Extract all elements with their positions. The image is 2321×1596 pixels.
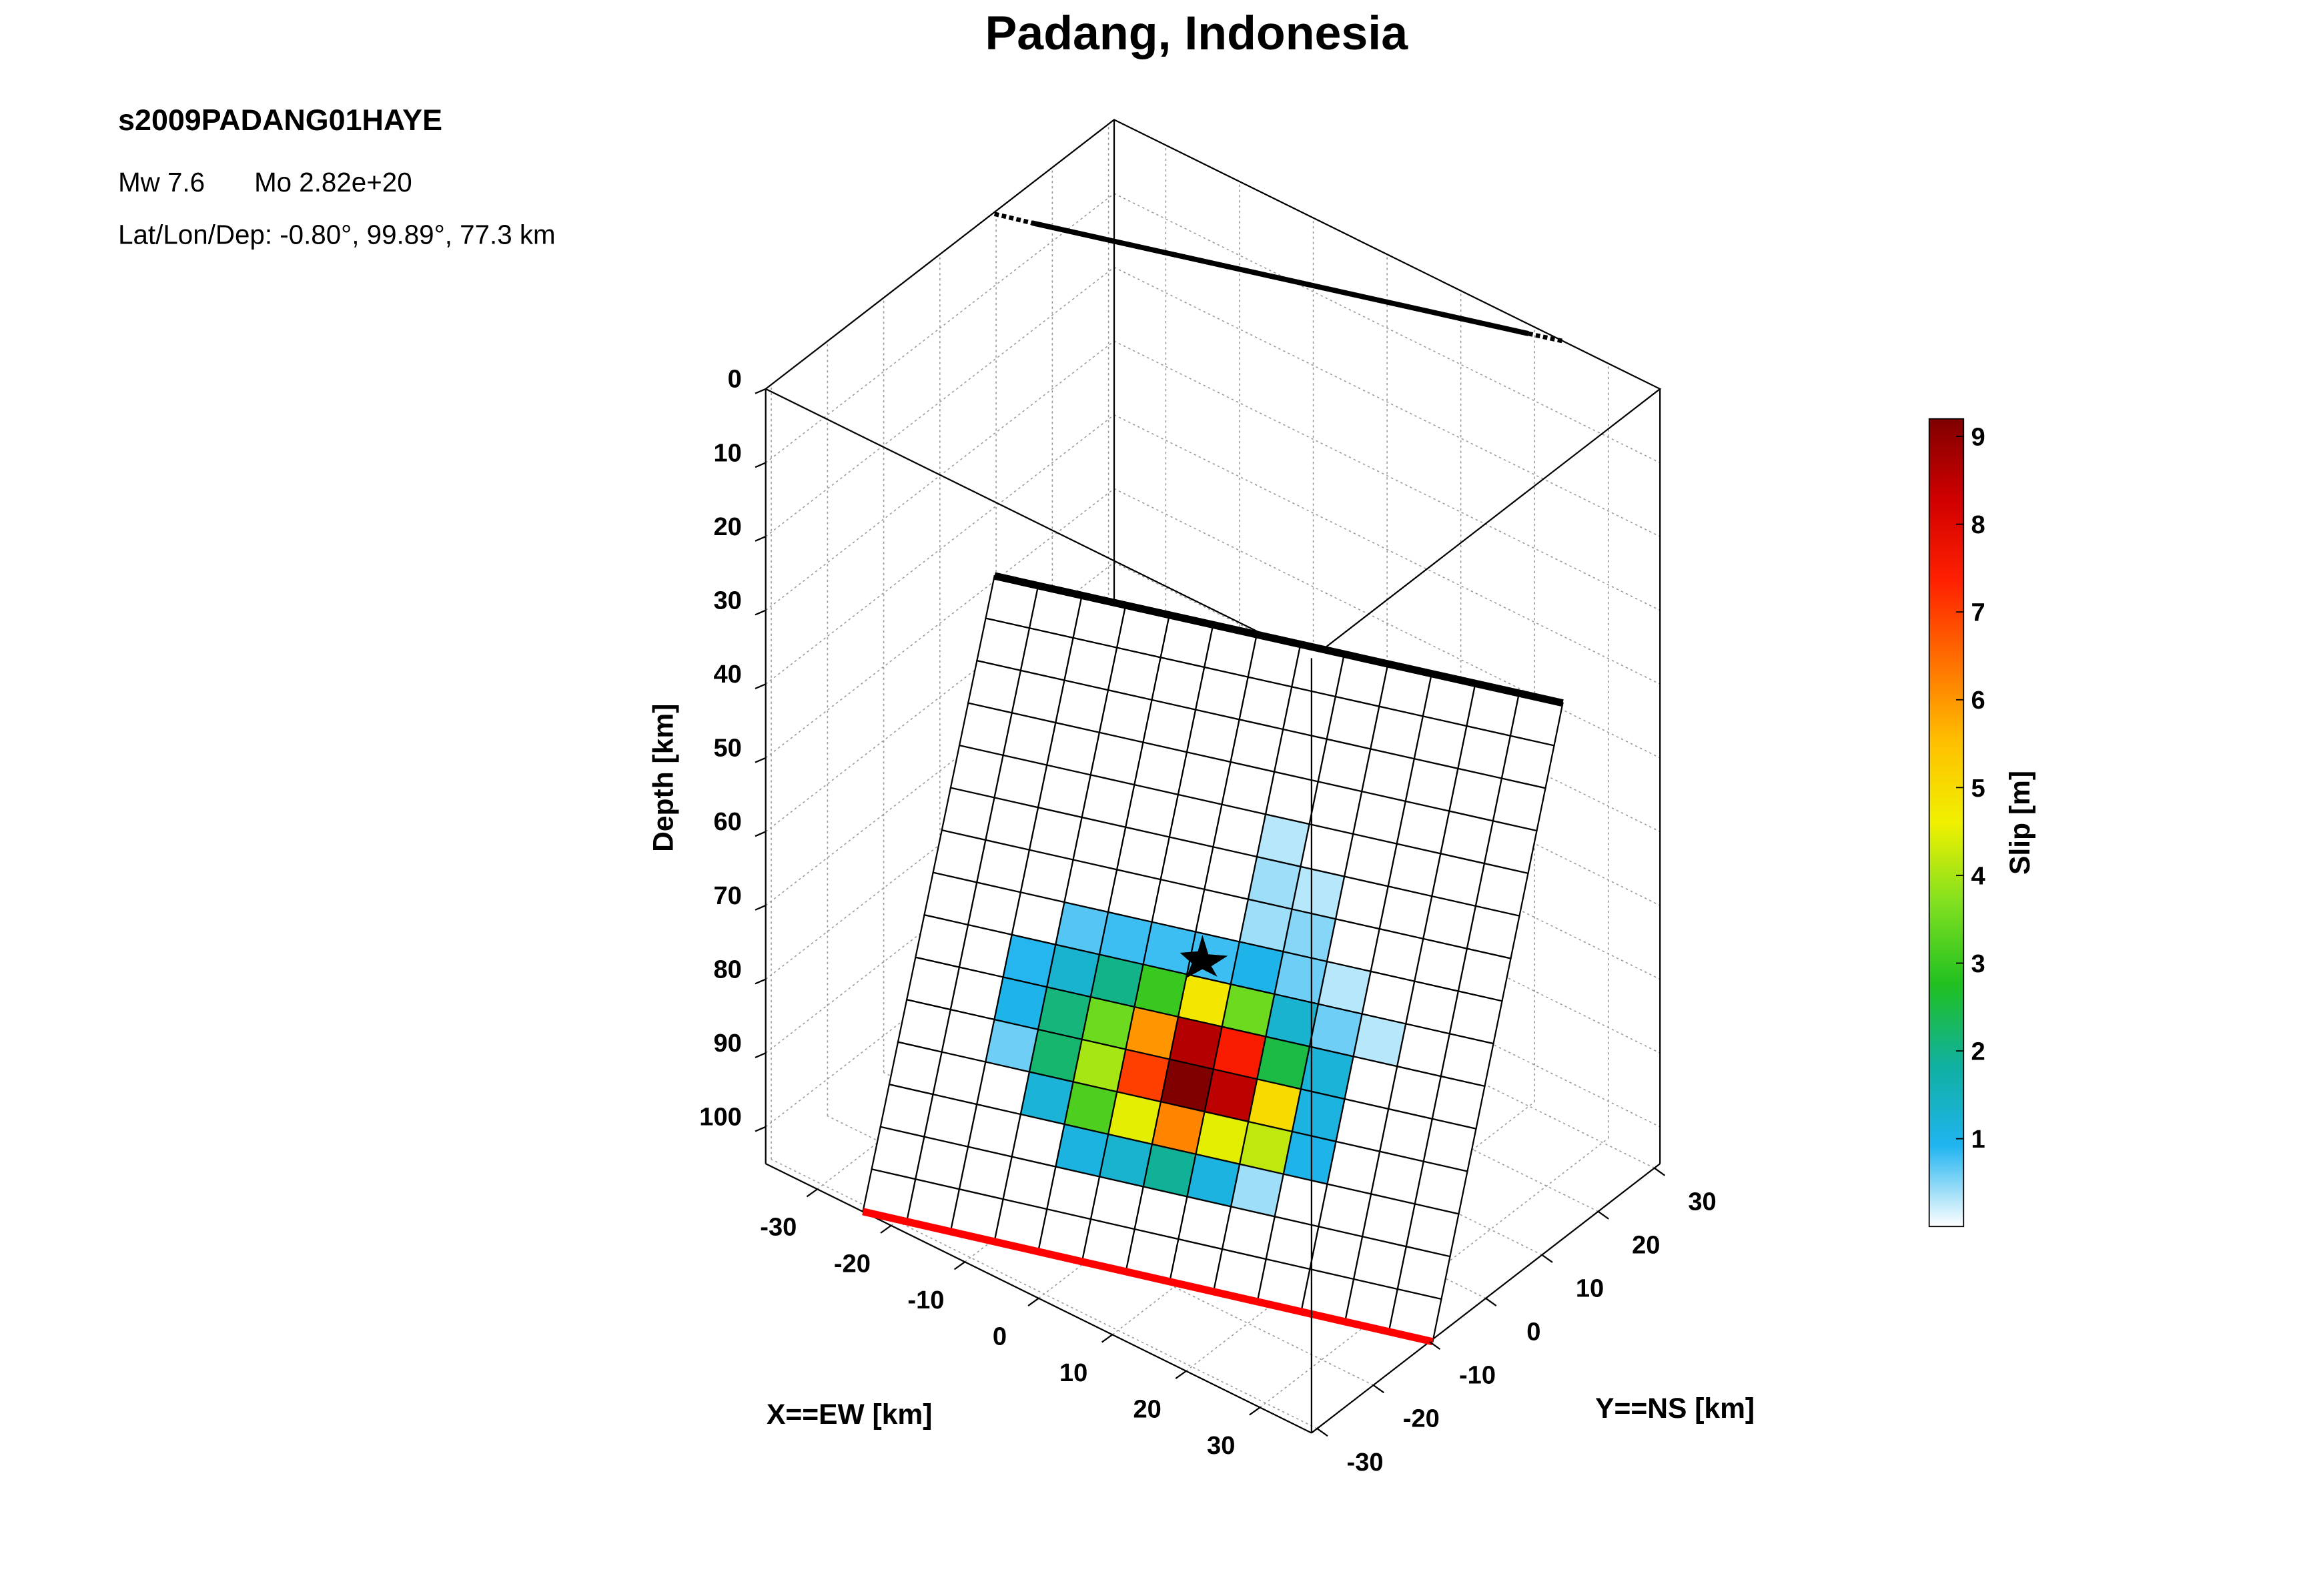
tick-mark xyxy=(755,609,767,616)
y-tick-label: 10 xyxy=(1576,1275,1604,1303)
colorbar-tick-label: 2 xyxy=(1971,1038,1985,1066)
colorbar-tick-label: 3 xyxy=(1971,950,1985,978)
tick-mark xyxy=(755,536,767,542)
colorbar-tick-label: 8 xyxy=(1971,511,1985,539)
grid-line xyxy=(1113,488,1661,759)
grid-line xyxy=(1113,414,1661,685)
z-tick-label: 50 xyxy=(713,735,741,763)
hypocenter-star xyxy=(1180,935,1228,979)
tick-mark xyxy=(755,757,767,763)
event-id: s2009PADANG01HAYE xyxy=(118,103,442,137)
tick-mark xyxy=(755,388,767,394)
surface-trace xyxy=(993,212,1564,344)
x-tick-label: -20 xyxy=(834,1250,871,1278)
x-tick-label: 10 xyxy=(1059,1359,1087,1387)
x-tick-label: -10 xyxy=(907,1286,944,1314)
colorbar-tick-label: 6 xyxy=(1971,687,1985,715)
tick-mark xyxy=(1249,1407,1261,1416)
y-tick-label: -30 xyxy=(1347,1449,1384,1477)
tick-mark xyxy=(1485,1297,1497,1306)
colorbar-tick-label: 1 xyxy=(1971,1126,1985,1154)
grid-line xyxy=(1113,193,1661,464)
chart-title: Padang, Indonesia xyxy=(985,7,1408,60)
colorbar-tick-label: 9 xyxy=(1971,424,1985,452)
z-tick-label: 40 xyxy=(713,661,741,689)
tick-mark xyxy=(880,1224,892,1234)
trace-dashed xyxy=(1528,331,1564,344)
trace xyxy=(1031,220,1529,336)
grid-line xyxy=(1113,340,1661,611)
grid-line xyxy=(765,193,1115,464)
z-tick-label: 100 xyxy=(699,1104,742,1132)
colorbar-tick-label: 4 xyxy=(1971,862,1985,890)
tick-mark xyxy=(1429,1340,1441,1350)
fault-top-edge xyxy=(993,572,1564,707)
tick-mark xyxy=(755,1126,767,1132)
z-tick-label: 30 xyxy=(713,586,741,615)
colorbar xyxy=(1928,418,1965,1228)
z-tick-label: 60 xyxy=(713,808,741,836)
z-tick-label: 20 xyxy=(713,513,741,541)
tick-mark xyxy=(1027,1297,1039,1306)
z-tick-label: 70 xyxy=(713,882,741,910)
grid-line xyxy=(765,488,1115,759)
tick-mark xyxy=(1175,1370,1187,1379)
x-tick-label: 20 xyxy=(1133,1395,1161,1423)
z-tick-label: 80 xyxy=(713,955,741,983)
z-tick-label: 0 xyxy=(728,366,742,394)
y-tick-label: -20 xyxy=(1403,1405,1440,1433)
location: Lat/Lon/Dep: -0.80°, 99.89°, 77.3 km xyxy=(118,219,556,250)
tick-mark xyxy=(1541,1254,1553,1263)
tick-mark xyxy=(953,1261,965,1270)
magnitude: Mw 7.6 xyxy=(118,167,205,197)
z-axis-label: Depth [km] xyxy=(648,704,680,852)
tick-mark xyxy=(755,1052,767,1058)
fault-bottom-edge xyxy=(862,1208,1434,1346)
y-axis-label: Y==NS [km] xyxy=(1595,1392,1755,1425)
y-tick-label: 0 xyxy=(1526,1318,1540,1346)
tick-mark xyxy=(755,462,767,468)
y-tick-label: 20 xyxy=(1632,1231,1660,1259)
z-tick-label: 10 xyxy=(713,439,741,467)
grid-line xyxy=(1113,266,1661,537)
tick-mark xyxy=(755,831,767,837)
y-tick-label: -10 xyxy=(1459,1362,1496,1390)
grid-line xyxy=(765,414,1115,685)
x-axis-label: X==EW [km] xyxy=(767,1399,932,1431)
tick-mark xyxy=(755,978,767,985)
tick-mark xyxy=(1372,1384,1384,1394)
trace-dashed xyxy=(993,212,1033,226)
tick-mark xyxy=(1654,1167,1666,1176)
y-tick-label: 30 xyxy=(1688,1188,1716,1216)
ticks: 0102030405060708090100-30-20-100102030-3… xyxy=(699,366,1985,1477)
colorbar-tick-label: 7 xyxy=(1971,599,1985,627)
x-tick-label: 30 xyxy=(1207,1432,1235,1460)
tick-mark xyxy=(755,904,767,911)
grid-line xyxy=(771,1158,1318,1429)
x-tick-label: -30 xyxy=(760,1214,797,1242)
tick-mark xyxy=(1101,1334,1113,1343)
x-tick-label: 0 xyxy=(993,1322,1007,1350)
tick-mark xyxy=(1316,1428,1328,1437)
colorbar-label: Slip [m] xyxy=(2004,771,2036,875)
moment: Mo 2.82e+20 xyxy=(254,167,412,197)
slip-cell xyxy=(1388,1288,1442,1343)
fault-plane xyxy=(862,574,1564,1343)
colorbar-tick-label: 5 xyxy=(1971,775,1985,803)
tick-mark xyxy=(755,683,767,690)
tick-mark xyxy=(806,1188,818,1198)
z-tick-label: 90 xyxy=(713,1030,741,1058)
tick-mark xyxy=(1597,1210,1609,1220)
grid-line xyxy=(765,266,1115,537)
box-top xyxy=(764,119,1662,659)
